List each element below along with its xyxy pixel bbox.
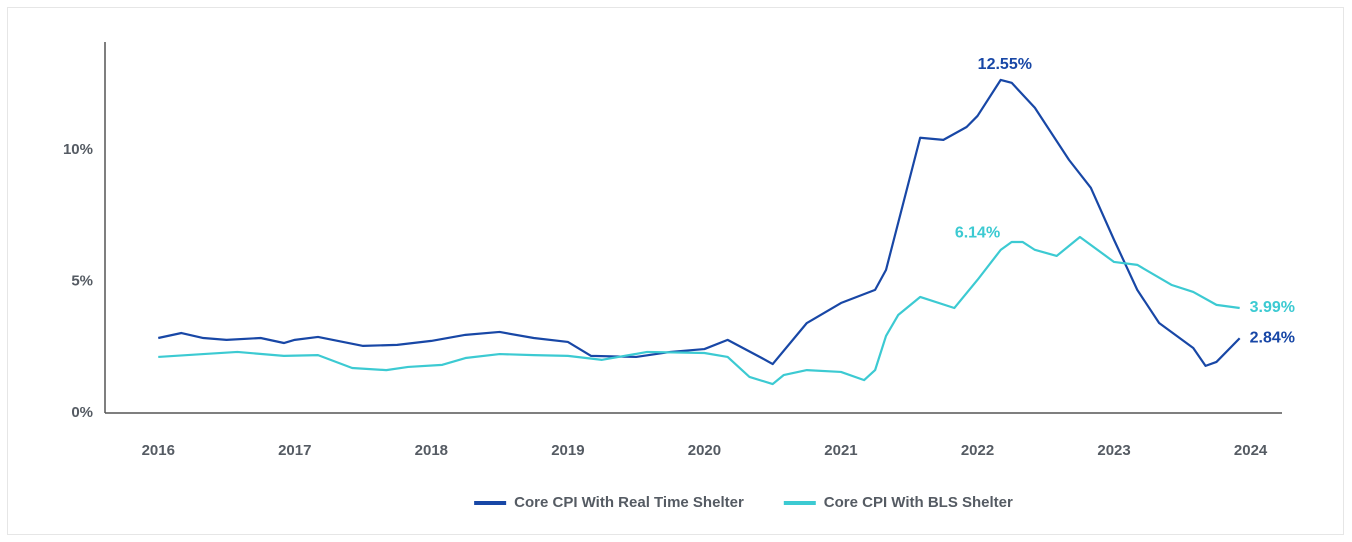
annotation: 6.14% [955, 225, 1000, 242]
x-tick-label: 2018 [415, 442, 448, 459]
x-tick-label: 2024 [1234, 442, 1268, 459]
annotation: 12.55% [978, 56, 1032, 73]
frame [7, 7, 1344, 535]
x-tick-label: 2019 [551, 442, 584, 459]
y-tick-label: 0% [71, 404, 93, 421]
annotation: 3.99% [1250, 299, 1295, 316]
x-tick-label: 2022 [961, 442, 994, 459]
x-tick-label: 2020 [688, 442, 721, 459]
annotation: 2.84% [1250, 329, 1295, 346]
x-tick-label: 2023 [1097, 442, 1130, 459]
legend-label: Core CPI With Real Time Shelter [514, 494, 744, 511]
x-tick-label: 2017 [278, 442, 311, 459]
series-line [158, 235, 1240, 386]
x-tick-label: 2016 [142, 442, 175, 459]
y-tick-label: 10% [63, 141, 93, 158]
y-tick-label: 5% [71, 272, 93, 289]
series-line [158, 78, 1241, 368]
legend-label: Core CPI With BLS Shelter [824, 494, 1013, 511]
x-tick-label: 2021 [824, 442, 857, 459]
